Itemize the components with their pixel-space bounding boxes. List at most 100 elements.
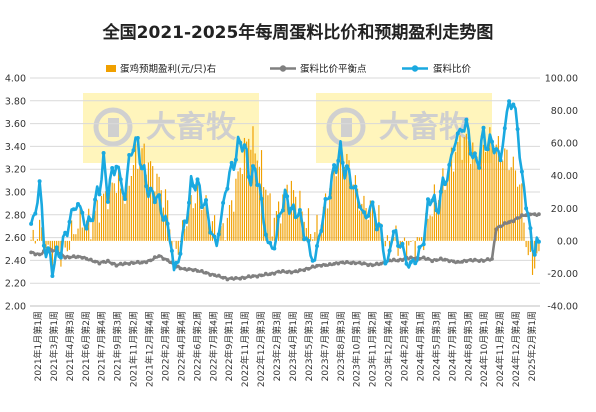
ratio-point	[259, 196, 264, 201]
ratio-point	[327, 195, 332, 200]
ratio-point	[455, 131, 460, 136]
ratio-point	[524, 206, 529, 211]
profit-bar	[288, 207, 290, 241]
profit-bar	[335, 176, 337, 241]
breakeven-point	[63, 255, 68, 260]
profit-bar	[514, 170, 517, 241]
profit-bar	[487, 148, 489, 241]
watermark-right-logo-mark	[341, 118, 352, 137]
profit-bar	[132, 165, 135, 241]
profit-bar	[316, 214, 318, 241]
breakeven-point	[366, 263, 371, 268]
ratio-point	[33, 211, 38, 216]
ratio-point	[272, 246, 277, 251]
profit-bar	[418, 237, 421, 241]
watermarks: 大畜牧 大畜牧	[83, 93, 492, 163]
profit-bar	[412, 240, 414, 241]
ratio-point	[152, 200, 157, 205]
ratio-point	[494, 147, 499, 152]
breakeven-point	[255, 274, 260, 279]
ratio-point	[366, 213, 371, 218]
profit-bar	[506, 149, 508, 241]
y-axis-left: 2.00 2.20 2.40 2.60 2.80 3.00 3.20 3.40 3.60 3.80…	[5, 74, 26, 313]
profit-bar	[149, 161, 152, 241]
ratio-point	[251, 164, 255, 169]
breakeven-point	[464, 259, 469, 264]
profit-bar	[431, 216, 433, 241]
profit-bar	[508, 170, 510, 241]
profit-bar	[126, 169, 128, 241]
x-tick-label: 2021年4月第3周	[64, 311, 76, 381]
ratio-point	[289, 206, 294, 211]
ratio-point	[50, 274, 55, 278]
profit-bar	[348, 160, 350, 241]
profit-bar	[455, 152, 457, 241]
ratio-point	[464, 117, 469, 122]
legend: 蛋鸡预期盈利(元/只)右 蛋料比价平衡点 蛋料比价	[106, 63, 472, 75]
profit-bar	[354, 175, 356, 241]
breakeven-point	[263, 271, 268, 276]
ratio-point	[332, 163, 337, 168]
y-left-tick-label: 3.20	[5, 165, 26, 176]
breakeven-point	[455, 259, 460, 264]
breakeven-point	[276, 269, 281, 274]
breakeven-point	[204, 270, 208, 275]
profit-bar	[384, 240, 386, 247]
profit-bar	[64, 240, 66, 248]
x-tick-label: 2022年7月第4周	[207, 311, 219, 381]
breakeven-point	[332, 262, 336, 266]
profit-bar	[521, 183, 523, 241]
profit-bar	[499, 159, 502, 241]
x-tick-label: 2023年7月第1周	[319, 311, 331, 381]
ratio-point	[396, 243, 401, 248]
x-tick-label: 2022年2月第4周	[160, 311, 172, 381]
profit-bar	[68, 240, 71, 250]
breakeven-point	[29, 250, 33, 255]
ratio-point	[391, 229, 396, 234]
breakeven-point	[80, 256, 85, 260]
profit-bar	[53, 240, 56, 251]
breakeven-point	[511, 219, 516, 224]
profit-bar	[231, 200, 233, 241]
profit-bar	[339, 150, 342, 241]
breakeven-point	[285, 270, 289, 275]
y-right-tick-label: 20.00	[551, 204, 578, 215]
profit-bar	[271, 236, 273, 241]
ratio-point	[502, 126, 507, 131]
breakeven-point	[229, 276, 234, 280]
x-tick-label: 2022年6月第2周	[191, 311, 203, 381]
profit-bar	[523, 222, 525, 241]
breakeven-point	[182, 266, 187, 271]
series-lines	[29, 99, 541, 282]
ratio-point	[114, 164, 119, 169]
breakeven-point	[468, 258, 473, 262]
ratio-point	[46, 246, 51, 251]
y-left-tick-label: 3.60	[5, 119, 26, 130]
breakeven-point	[477, 259, 482, 263]
x-tick-label: 2021年6月第2周	[80, 311, 92, 381]
breakeven-point	[84, 256, 89, 261]
ratio-point	[41, 243, 46, 248]
breakeven-point	[485, 257, 490, 261]
breakeven-point	[178, 266, 183, 271]
ratio-point	[477, 165, 482, 170]
ratio-point	[88, 218, 93, 223]
breakeven-point	[242, 276, 247, 280]
profit-bar	[226, 217, 228, 241]
watermark-left-logo-text: 大畜牧	[146, 110, 237, 145]
watermark-left: 大畜牧	[83, 93, 259, 163]
breakeven-point	[165, 258, 170, 262]
profit-bar	[188, 202, 190, 241]
watermark-right-logo-icon	[326, 107, 366, 147]
breakeven-point	[345, 260, 349, 264]
ratio-point	[131, 148, 136, 153]
profit-bar	[489, 127, 491, 241]
y-left-tick-label: 3.80	[5, 96, 26, 107]
profit-bar	[85, 220, 88, 241]
ratio-point	[310, 258, 315, 263]
profit-bar	[205, 195, 207, 241]
breakeven-point	[221, 275, 226, 280]
ratio-point	[532, 252, 537, 257]
profit-bar	[363, 195, 365, 241]
profit-bar	[237, 171, 239, 241]
